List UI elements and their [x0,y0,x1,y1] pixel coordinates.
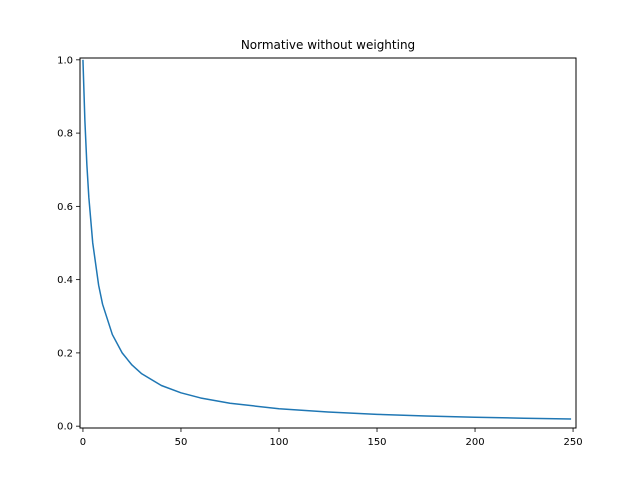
x-tick-label: 100 [269,437,288,448]
series-line-0 [82,59,572,420]
y-tick-label: 0.6 [57,202,73,213]
plot-area [82,59,572,420]
axes-frame [79,57,577,429]
x-tick-label: 200 [465,437,484,448]
x-tick-label: 0 [80,437,86,448]
y-tick-label: 0.4 [57,275,73,286]
x-tick-label: 50 [175,437,188,448]
x-tick-label: 250 [564,437,583,448]
chart-title: Normative without weighting [241,38,415,52]
y-tick-label: 0.2 [57,348,73,359]
y-tick-label: 1.0 [57,55,73,66]
x-tick-label: 150 [367,437,386,448]
y-tick-label: 0.8 [57,129,73,140]
axis-ticks: 0 50 100 150 200 250 0.0 0.2 0.4 0.6 0.8 1.0 [57,55,583,448]
y-tick-label: 0.0 [57,422,73,433]
